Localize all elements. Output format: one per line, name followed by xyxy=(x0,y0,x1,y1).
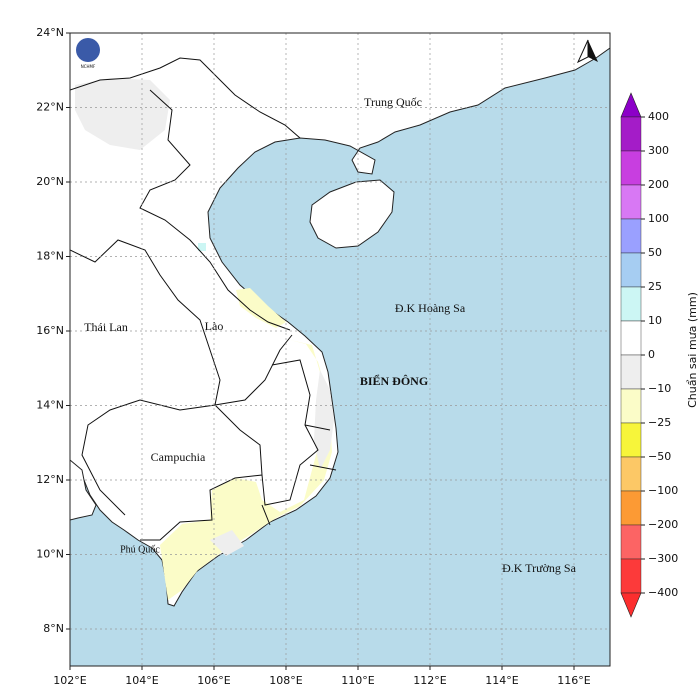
colorbar-label: 50 xyxy=(648,246,662,259)
colorbar-label: −25 xyxy=(648,416,671,429)
colorbar-bin xyxy=(620,456,642,492)
colorbar-bin xyxy=(620,354,642,390)
colorbar-label: 200 xyxy=(648,178,669,191)
colorbar-bin xyxy=(620,252,642,288)
colorbar-label: −200 xyxy=(648,518,678,531)
logo xyxy=(76,38,100,62)
axes: 24°N 22°N 20°N 18°N 16°N 14°N 12°N 10°N 8°N 102°E… xyxy=(36,26,591,687)
border xyxy=(140,404,263,541)
colorbar-bin xyxy=(620,320,642,356)
rain-anomaly-cyan xyxy=(198,243,206,251)
lon-label: 114°E xyxy=(485,674,518,687)
border xyxy=(70,57,301,139)
lat-label: 18°N xyxy=(36,250,64,263)
colorbar-label: −300 xyxy=(648,552,678,565)
place-label: Đ.K Trường Sa xyxy=(502,561,577,575)
lat-label: 16°N xyxy=(36,324,64,337)
lat-label: 8°N xyxy=(43,622,64,635)
colorbar-label: 25 xyxy=(648,280,662,293)
rain-anomaly-gray xyxy=(314,370,334,470)
colorbar-bin xyxy=(620,388,642,424)
colorbar-extension xyxy=(620,92,642,118)
lat-label: 24°N xyxy=(36,26,64,39)
colorbar-label: 400 xyxy=(648,110,669,123)
colorbar-bin xyxy=(620,150,642,186)
graticule xyxy=(70,33,610,666)
colorbar-bin xyxy=(620,218,642,254)
colorbar-bin xyxy=(620,116,642,152)
place-label: Campuchia xyxy=(151,450,206,464)
colorbar-bin xyxy=(620,422,642,458)
colorbar-extension xyxy=(620,592,642,618)
lon-label: 106°E xyxy=(197,674,230,687)
place-label: Lào xyxy=(205,319,224,333)
map-frame xyxy=(69,32,611,667)
lon-label: 102°E xyxy=(53,674,86,687)
place-label: Trung Quốc xyxy=(364,95,422,109)
province-border xyxy=(261,359,337,526)
colorbar-bin xyxy=(620,286,642,322)
north-arrow xyxy=(576,39,598,64)
lon-label: 116°E xyxy=(557,674,590,687)
colorbar-bin xyxy=(620,558,642,594)
lon-label: 104°E xyxy=(125,674,158,687)
rain-anomaly-light-yellow xyxy=(160,340,332,600)
colorbar-label: 100 xyxy=(648,212,669,225)
lon-label: 108°E xyxy=(269,674,302,687)
border xyxy=(70,239,221,516)
lon-label: 110°E xyxy=(341,674,374,687)
lat-label: 20°N xyxy=(36,175,64,188)
border xyxy=(139,89,291,331)
malay-peninsula xyxy=(70,459,97,521)
lat-label: 12°N xyxy=(36,473,64,486)
border xyxy=(214,334,293,406)
place-label: BIỂN ĐÔNG xyxy=(360,373,428,388)
map: NCHMF Trung Quốc Thái Lan Lào Campuchia … xyxy=(70,33,610,666)
logo-text: NCHMF xyxy=(81,64,96,69)
lat-label: 14°N xyxy=(36,399,64,412)
colorbar-bin xyxy=(620,490,642,526)
rain-anomaly-gray xyxy=(210,530,244,556)
colorbar: 4003002001005025100−10−25−50−100−200−300… xyxy=(620,92,678,618)
place-label: Phú Quốc xyxy=(120,544,160,555)
place-label: Đ.K Hoàng Sa xyxy=(395,301,466,315)
lon-label: 112°E xyxy=(413,674,446,687)
colorbar-label: 10 xyxy=(648,314,662,327)
colorbar-label: −10 xyxy=(648,382,671,395)
colorbar-label: 300 xyxy=(648,144,669,157)
rain-anomaly-gray xyxy=(75,78,170,150)
colorbar-bin xyxy=(620,524,642,560)
lat-label: 10°N xyxy=(36,548,64,561)
colorbar-label: −50 xyxy=(648,450,671,463)
lat-label: 22°N xyxy=(36,101,64,114)
rain-anomaly-yellow-north xyxy=(236,288,286,328)
colorbar-bin xyxy=(620,184,642,220)
colorbar-title: Chuẩn sai mưa (mm) xyxy=(686,292,699,408)
colorbar-label: −400 xyxy=(648,586,678,599)
hainan xyxy=(309,179,395,249)
place-label: Thái Lan xyxy=(84,320,128,334)
colorbar-label: 0 xyxy=(648,348,655,361)
colorbar-label: −100 xyxy=(648,484,678,497)
